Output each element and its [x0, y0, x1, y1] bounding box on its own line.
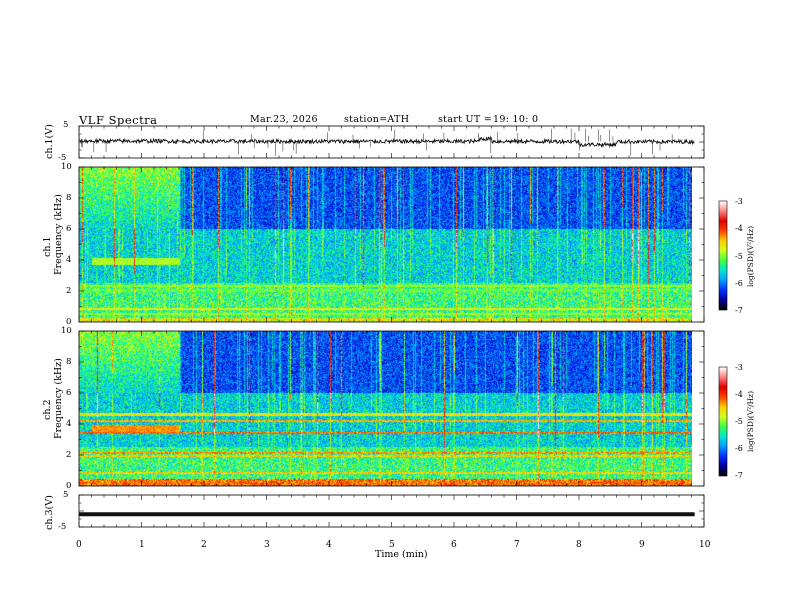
x-tick-label: 4	[326, 540, 332, 550]
x-tick-label: 2	[201, 540, 207, 550]
x-tick-label: 6	[451, 540, 457, 550]
x-tick-label: 9	[639, 540, 645, 550]
ch1-spec-ytick: 4	[66, 255, 72, 265]
ch1-wave-ytick-bottom: -5	[58, 153, 67, 163]
cb2-tick: -5	[735, 417, 743, 426]
ch2-colorbar-frame	[718, 366, 728, 477]
x-tick-label: 7	[514, 540, 520, 550]
station-label: station=ATH	[344, 114, 410, 125]
ch2-spec-ytick: 2	[66, 450, 72, 460]
chart-title: VLF Spectra	[79, 113, 158, 127]
ch2-spectrogram-heatmap	[79, 331, 692, 486]
cb1-tick: -3	[735, 197, 743, 206]
cb1-tick: -6	[735, 279, 743, 288]
ch2-spec-ytick: 10	[61, 326, 72, 336]
ch1-colorbar	[719, 201, 727, 310]
ch2-spectrogram-frame	[78, 330, 705, 487]
ch2-spec-ytick: 6	[66, 388, 72, 398]
cb1-tick: -4	[735, 224, 743, 233]
x-tick-label: 3	[264, 540, 270, 550]
ch1-spec-ytick: 10	[61, 162, 72, 172]
ch2-spec-ytick: 8	[66, 357, 72, 367]
cb2-tick: -4	[735, 390, 743, 399]
ch2-spec-ytick: 0	[66, 481, 72, 491]
x-axis-label: Time (min)	[375, 549, 428, 560]
x-tick-label: 10	[699, 540, 711, 550]
ch3-wave-ytick-bottom: -5	[58, 522, 67, 532]
date-label: Mar.23, 2026	[250, 114, 318, 125]
ch1-spectrogram-heatmap	[79, 167, 692, 322]
ch2-spec-ytick: 4	[66, 419, 72, 429]
x-tick-label: 5	[389, 540, 395, 550]
ch1-wave-ytick-top: 5	[63, 120, 69, 130]
ch1-spectrogram-frame	[78, 166, 705, 323]
ch1-waveform-trace	[78, 135, 695, 149]
ch1-colorbar-frame	[718, 200, 728, 311]
cb2-tick: -7	[735, 471, 743, 480]
x-tick-label: 8	[576, 540, 582, 550]
ch1-spec-ytick: 2	[66, 286, 72, 296]
cb2-tick: -6	[735, 444, 743, 453]
x-tick-label: 0	[76, 540, 82, 550]
ch2-colorbar	[719, 367, 727, 476]
cb1-tick: -7	[735, 306, 743, 315]
cb2-tick: -3	[735, 363, 743, 372]
ch1-spec-ytick: 8	[66, 193, 72, 203]
start-ut-value: 19: 10: 0	[493, 114, 539, 125]
ch3-wave-ytick-top: 5	[63, 490, 69, 500]
ch1-spec-ytick: 6	[66, 224, 72, 234]
x-tick-label: 1	[139, 540, 145, 550]
ch1-spec-ytick: 0	[66, 317, 72, 327]
cb1-tick: -5	[735, 252, 743, 261]
start-ut-label: start UT =	[438, 114, 493, 125]
